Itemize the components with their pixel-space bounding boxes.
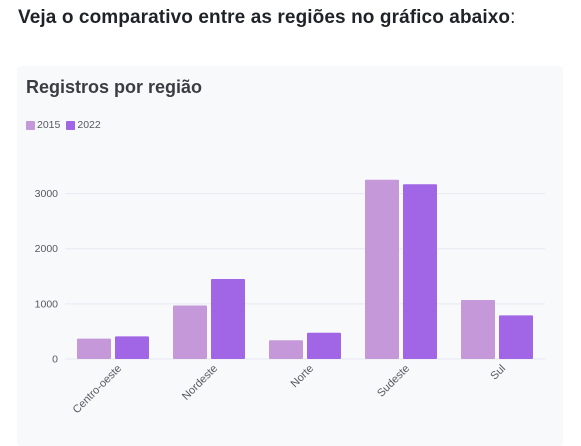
bar-sul-2015: [461, 299, 495, 359]
x-tick-label-centro-oeste: Centro-oeste: [71, 363, 124, 416]
bar-chart: 0 1000 2000 3000 Centro-oeste Nordeste Norte Su…: [35, 179, 545, 416]
x-tick-label-sudeste: Sudeste: [375, 363, 412, 400]
bar-centro-oeste-2015: [77, 338, 111, 359]
chart-card: Registros por região 2015 2022 0 1000 2000…: [17, 66, 563, 446]
bar-nordeste-2015: [173, 305, 207, 359]
legend-swatch-2015: [26, 120, 35, 130]
bar-norte-2022: [307, 332, 341, 359]
bar-sudeste-2015: [365, 179, 399, 359]
page-heading: Veja o comparativo entre as regiões no g…: [18, 7, 515, 29]
bar-sul-2022: [499, 315, 533, 359]
bar-sudeste-2022: [403, 184, 437, 359]
legend-swatch-2022: [66, 120, 76, 130]
bar-norte-2015: [269, 340, 303, 359]
legend-label-2022: 2022: [77, 119, 101, 131]
y-tick-label-1000: 1000: [35, 298, 59, 310]
legend-item-2015[interactable]: 2015: [26, 119, 60, 131]
x-tick-label-sul: Sul: [488, 363, 508, 383]
x-tick-label-nordeste: Nordeste: [180, 363, 220, 403]
y-tick-label-3000: 3000: [35, 188, 59, 200]
bar-centro-oeste-2022: [115, 336, 149, 359]
chart-title: Registros por região: [26, 77, 203, 97]
y-tick-label-0: 0: [52, 354, 58, 366]
x-tick-label-norte: Norte: [289, 363, 317, 391]
bar-nordeste-2022: [211, 279, 245, 359]
legend-item-2022[interactable]: 2022: [66, 119, 101, 131]
heading-text: Veja o comparativo entre as regiões no g…: [18, 7, 511, 28]
y-tick-label-2000: 2000: [35, 243, 59, 255]
heading-colon: :: [510, 7, 516, 28]
legend-label-2015: 2015: [37, 119, 61, 131]
chart-legend: 2015 2022: [26, 119, 101, 131]
